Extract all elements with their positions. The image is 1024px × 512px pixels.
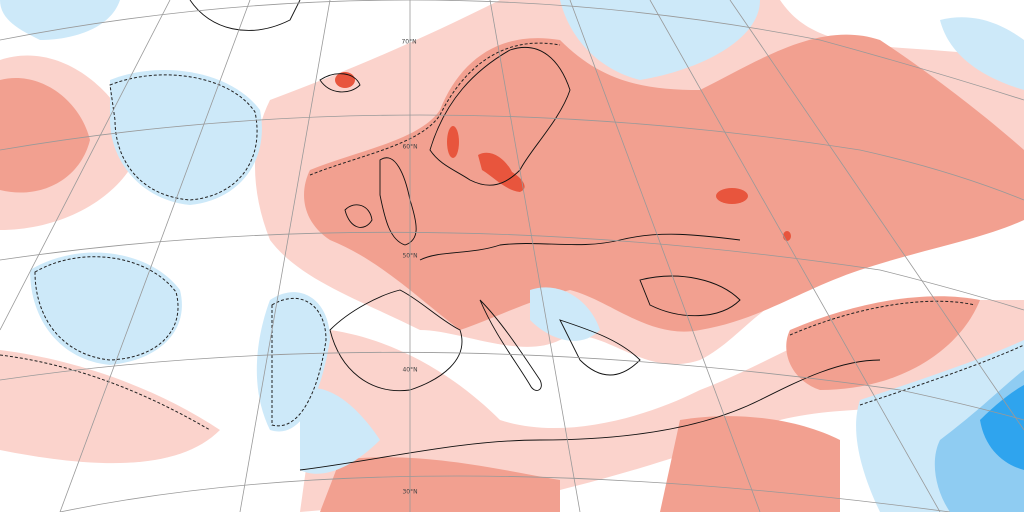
latitude-label: 70°N bbox=[401, 39, 416, 46]
moderate-positive-anomaly bbox=[0, 34, 1024, 512]
latitude-label: 30°N bbox=[402, 489, 417, 496]
latitude-label: 60°N bbox=[402, 144, 417, 151]
strong-positive-anomaly bbox=[335, 72, 791, 241]
latitude-label: 50°N bbox=[402, 253, 417, 260]
strong-negative-anomaly bbox=[980, 385, 1024, 470]
latitude-label: 40°N bbox=[402, 367, 417, 374]
